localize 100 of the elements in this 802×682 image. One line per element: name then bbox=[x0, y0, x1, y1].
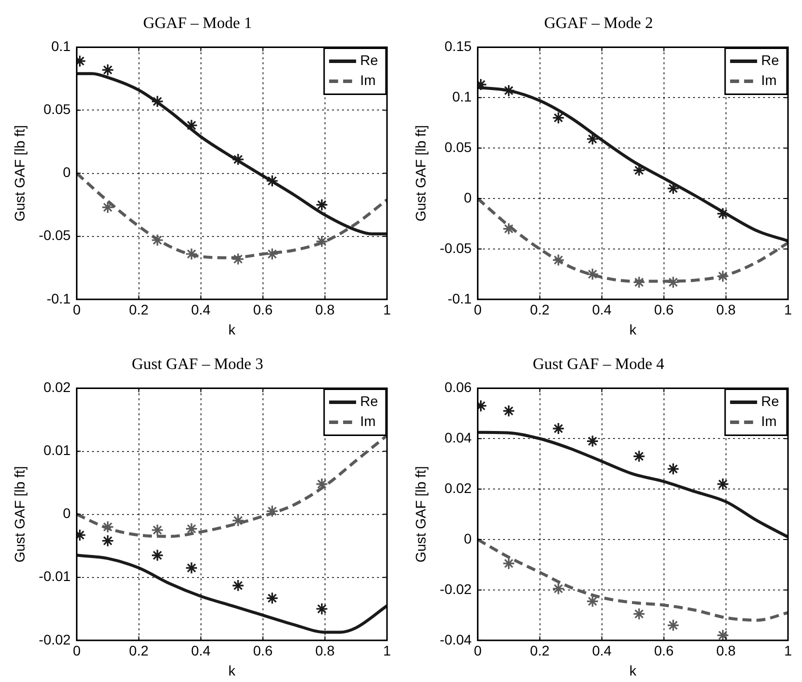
point bbox=[586, 434, 599, 448]
point bbox=[185, 562, 198, 574]
point bbox=[151, 524, 164, 536]
y-tick-label: 0 bbox=[464, 189, 472, 206]
point bbox=[151, 234, 164, 246]
x-tick-label: 1 bbox=[383, 302, 392, 318]
x-tick-label: 0.2 bbox=[129, 642, 149, 659]
point bbox=[232, 514, 244, 527]
point bbox=[552, 582, 565, 595]
y-tick-label: 0.01 bbox=[43, 442, 71, 458]
point bbox=[502, 404, 516, 418]
y-tick-label: -0.1 bbox=[46, 290, 71, 306]
point bbox=[316, 478, 328, 490]
x-tick-label: 0.6 bbox=[654, 302, 674, 318]
x-tick-label: 0.4 bbox=[191, 302, 211, 318]
y-tick-label: 0 bbox=[62, 164, 71, 180]
point bbox=[266, 248, 278, 260]
point bbox=[716, 629, 730, 640]
legend-label: Re bbox=[360, 52, 378, 68]
y-tick-label: -0.1 bbox=[448, 290, 472, 306]
point bbox=[151, 548, 164, 562]
x-tick-label: 0.8 bbox=[315, 642, 335, 659]
y-tick-label: -0.01 bbox=[38, 568, 71, 584]
point bbox=[716, 207, 730, 220]
point bbox=[632, 608, 646, 620]
y-tick-label: 0.1 bbox=[51, 38, 71, 54]
y-tick-label: 0 bbox=[464, 530, 472, 546]
point bbox=[632, 164, 646, 177]
legend-label: Im bbox=[360, 72, 376, 88]
chart-title: GGAF – Mode 1 bbox=[143, 14, 252, 32]
x-tick-label: 0.2 bbox=[129, 302, 149, 318]
legend-label: Im bbox=[761, 72, 777, 88]
point bbox=[266, 592, 278, 604]
y-tick-label: 0.06 bbox=[444, 379, 472, 396]
point bbox=[232, 252, 244, 266]
point bbox=[232, 579, 244, 592]
y-tick-label: -0.02 bbox=[38, 631, 71, 648]
line-series bbox=[76, 434, 387, 538]
y-axis-title: Gust GAF [lb ft] bbox=[11, 125, 28, 222]
y-tick-label: 0 bbox=[62, 505, 71, 522]
point bbox=[151, 95, 164, 108]
point bbox=[586, 595, 599, 608]
x-tick-label: 1 bbox=[784, 302, 792, 318]
x-tick-label: 1 bbox=[784, 642, 792, 659]
point bbox=[316, 235, 328, 248]
y-axis-title: Gust GAF [lb ft] bbox=[412, 466, 428, 563]
x-tick-label: 0.2 bbox=[530, 642, 550, 659]
x-tick-label: 0 bbox=[474, 642, 482, 659]
x-axis-title: k bbox=[629, 321, 638, 338]
point bbox=[101, 64, 114, 76]
y-tick-label: -0.04 bbox=[440, 631, 472, 648]
chart-title: Gust GAF – Mode 3 bbox=[132, 356, 264, 373]
y-axis-title: Gust GAF [lb ft] bbox=[11, 466, 28, 563]
x-tick-label: 0.4 bbox=[592, 642, 612, 659]
point bbox=[502, 84, 516, 97]
x-tick-label: 0.2 bbox=[530, 302, 550, 318]
x-axis-title: k bbox=[629, 662, 638, 678]
line-series bbox=[478, 430, 788, 538]
point bbox=[316, 198, 328, 212]
x-axis-title: k bbox=[228, 321, 236, 338]
point bbox=[101, 201, 114, 214]
line-series bbox=[76, 554, 387, 634]
x-tick-label: 0.6 bbox=[253, 642, 273, 659]
y-axis-title: Gust GAF [lb ft] bbox=[412, 125, 428, 222]
x-tick-label: 0.6 bbox=[253, 302, 273, 318]
legend-label: Re bbox=[761, 52, 780, 68]
y-tick-label: 0.05 bbox=[43, 101, 71, 118]
point bbox=[552, 254, 565, 266]
point bbox=[716, 478, 730, 490]
x-tick-label: 1 bbox=[383, 642, 392, 659]
legend-label: Re bbox=[761, 393, 780, 410]
x-tick-label: 0.6 bbox=[654, 642, 674, 659]
y-tick-label: 0.15 bbox=[444, 38, 472, 54]
y-tick-label: 0.1 bbox=[452, 88, 472, 104]
x-tick-label: 0.4 bbox=[592, 302, 612, 318]
y-tick-label: -0.02 bbox=[440, 580, 472, 597]
x-tick-label: 0 bbox=[474, 302, 482, 318]
point bbox=[552, 112, 565, 124]
point bbox=[266, 174, 278, 188]
point bbox=[266, 504, 278, 518]
point bbox=[552, 422, 565, 435]
line-series bbox=[478, 538, 788, 622]
x-tick-label: 0.8 bbox=[716, 302, 736, 318]
x-tick-label: 0 bbox=[72, 642, 81, 659]
point bbox=[586, 132, 599, 146]
x-tick-label: 0.8 bbox=[315, 302, 335, 318]
point bbox=[666, 462, 680, 476]
point bbox=[632, 276, 646, 289]
point bbox=[502, 557, 516, 570]
point bbox=[101, 534, 114, 548]
chart-title: Gust GAF – Mode 4 bbox=[532, 356, 664, 373]
x-tick-label: 0.8 bbox=[716, 642, 736, 659]
x-axis-title: k bbox=[228, 662, 236, 678]
chart-title: GGAF – Mode 2 bbox=[544, 14, 653, 32]
y-tick-label: 0.02 bbox=[444, 480, 472, 496]
point bbox=[101, 520, 114, 534]
point bbox=[316, 602, 328, 616]
y-tick-label: -0.05 bbox=[38, 227, 71, 244]
legend-label: Im bbox=[360, 413, 376, 430]
legend-label: Re bbox=[360, 393, 378, 410]
